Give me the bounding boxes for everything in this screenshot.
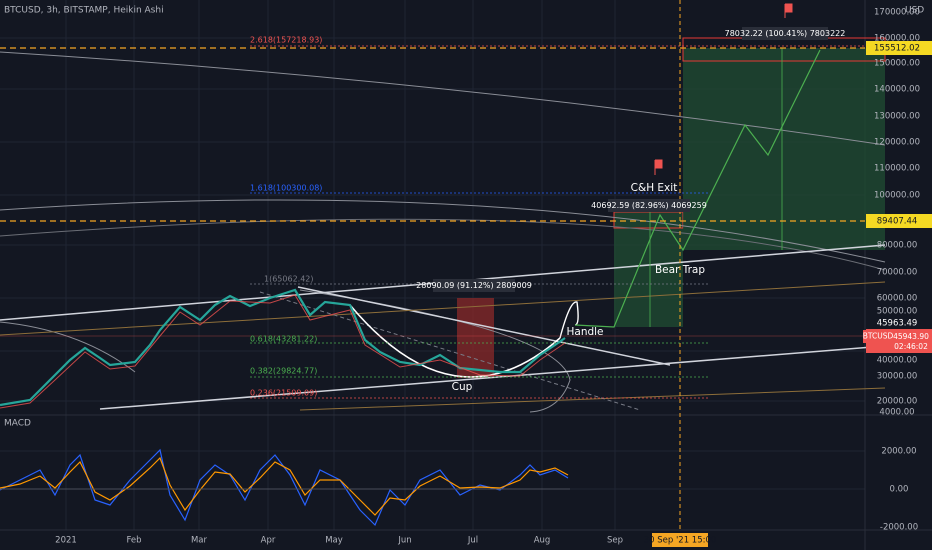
close-price: 45943.90 (893, 332, 929, 341)
price-label: 140000.00 (874, 85, 920, 95)
long-position-zone (614, 205, 683, 327)
price-label: 120000.00 (874, 138, 920, 148)
price-label: 130000.00 (874, 112, 920, 122)
macd-label: 2000.00 (881, 447, 916, 457)
time-label: Sep (607, 536, 623, 546)
annotation: Cup (452, 381, 473, 393)
target-price-bg (866, 41, 932, 55)
time-label: May (325, 536, 343, 546)
measure-label: 40692.59 (82.96%) 4069259 (591, 201, 707, 210)
price-label: 50000.00 (877, 307, 918, 317)
fib-label: 2.618(157218.93) (250, 36, 322, 45)
countdown: 02:46:02 (894, 342, 928, 351)
annotation: Bear Trap (655, 264, 705, 276)
stop-price-bg (866, 214, 932, 228)
chart-title: BTCUSD, 3h, BITSTAMP, Heikin Ashi (4, 6, 164, 16)
time-label: Apr (261, 536, 276, 546)
price-label: 80000.00 (877, 241, 918, 251)
price-label: 70000.00 (877, 268, 918, 278)
measure-bg (608, 199, 690, 212)
fib-label: 1.618(100300.08) (250, 184, 322, 193)
price-label: 150000.00 (874, 59, 920, 69)
macd-line (0, 448, 569, 527)
measure-bg (433, 279, 515, 292)
price-label: 60000.00 (877, 294, 918, 304)
price-label: 170000.00 (874, 8, 920, 18)
price-label: 4000.00 (879, 408, 914, 418)
symbol: BTCUSD (863, 332, 894, 341)
flag (654, 159, 663, 175)
time-label: Jul (467, 536, 478, 546)
time-label: Feb (126, 536, 141, 546)
macd-label: 0.00 (890, 485, 909, 495)
last-price: 45963.49 (877, 319, 918, 329)
annotation: C&H Exit (631, 182, 678, 194)
measure-label: 78032.22 (100.41%) 7803222 (725, 29, 846, 38)
price-label: 160000.00 (874, 34, 920, 44)
time-axis: 2021 Feb Mar Apr May Jun Jul Aug Sep 30 … (55, 536, 716, 546)
fib-label: 0.382(29824.77) (250, 367, 317, 376)
time-label: Mar (191, 536, 208, 546)
indicator-name: MACD (4, 419, 31, 429)
fib-label: 0.236(21509.09) (250, 389, 317, 398)
cup-measure-zone (457, 298, 494, 378)
price-axis: 170000.00 160000.00 150000.00 140000.00 … (874, 8, 920, 533)
stop-price: 89407.44 (877, 217, 918, 227)
price-label: 100000.00 (874, 191, 920, 201)
price-line-shadow (0, 294, 566, 409)
annotation: Handle (566, 326, 603, 338)
time-label: Jun (397, 536, 411, 546)
price-label: 20000.00 (877, 397, 918, 407)
cursor-time: 30 Sep '21 15:00 (644, 536, 717, 546)
fib-label: 1(65062.42) (264, 275, 314, 284)
target-price: 155512.02 (874, 44, 920, 54)
target-zone (683, 48, 885, 250)
macd-label: -2000.00 (880, 523, 918, 533)
time-label: 2021 (55, 536, 77, 546)
measure-bg (742, 27, 828, 40)
fib-label: 0.618(43281.22) (250, 335, 317, 344)
signal-line (0, 456, 569, 516)
price-label: 40000.00 (877, 356, 918, 366)
price-label: 30000.00 (877, 372, 918, 382)
price-line (0, 288, 566, 407)
currency: USD (905, 6, 924, 16)
time-label: Aug (534, 536, 551, 546)
measure-label: 28090.09 (91.12%) 2809009 (416, 281, 532, 290)
cursor-time-bg (652, 533, 708, 547)
symbol-bg (863, 330, 893, 343)
flag (784, 3, 793, 18)
price-label: 110000.00 (874, 164, 920, 174)
